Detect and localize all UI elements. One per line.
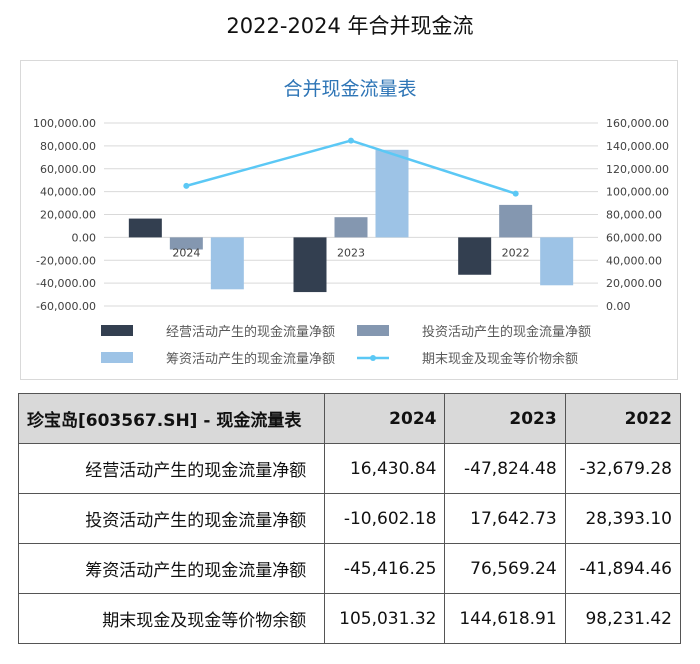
table-header-title: 珍宝岛[603567.SH] - 现金流量表 xyxy=(17,393,326,444)
bar xyxy=(169,237,203,250)
cell-value: -47,824.48 xyxy=(444,443,566,494)
right-axis-tick: 100,000.00 xyxy=(606,186,669,199)
right-axis-tick: 40,000.00 xyxy=(606,254,662,267)
cell-value: 98,231.42 xyxy=(564,593,682,644)
cell-value: 28,393.10 xyxy=(564,493,682,544)
bar xyxy=(499,204,533,238)
right-axis-tick: 60,000.00 xyxy=(606,231,662,244)
legend-label: 投资活动产生的现金流量净额 xyxy=(422,324,591,340)
legend-swatch xyxy=(101,325,133,336)
right-axis-tick: 0.00 xyxy=(606,300,631,313)
line-point xyxy=(348,137,354,144)
cell-value: 144,618.91 xyxy=(444,593,566,644)
legend-label: 经营活动产生的现金流量净额 xyxy=(166,324,335,340)
right-axis-tick: 80,000.00 xyxy=(606,209,662,222)
row-label: 经营活动产生的现金流量净额 xyxy=(17,443,326,494)
cell-value: -32,679.28 xyxy=(564,443,682,494)
left-axis-tick: 60,000.00 xyxy=(40,163,96,176)
table-header-year: 2024 xyxy=(324,393,446,444)
bar xyxy=(540,237,574,286)
legend-label: 期末现金及现金等价物余额 xyxy=(422,351,578,367)
left-axis-tick: 40,000.00 xyxy=(40,186,96,199)
bar xyxy=(458,237,492,275)
bar xyxy=(375,149,409,238)
legend-swatch xyxy=(357,325,389,336)
line-point xyxy=(512,190,519,197)
row-label: 投资活动产生的现金流量净额 xyxy=(17,493,326,544)
bar xyxy=(210,237,244,290)
table-header-year: 2022 xyxy=(564,393,682,444)
line-point xyxy=(183,182,190,189)
right-axis-tick: 20,000.00 xyxy=(606,277,662,290)
cell-value: 105,031.32 xyxy=(324,593,446,644)
cell-value: -45,416.25 xyxy=(324,543,446,594)
chart-container: 合并现金流量表 -60,000.00 -40,000.00 -20,000.00 0.0… xyxy=(20,60,678,380)
bar xyxy=(293,237,327,293)
left-axis-tick: 0.00 xyxy=(72,231,97,244)
left-axis-tick: -60,000.00 xyxy=(36,300,96,313)
table-header-year: 2023 xyxy=(444,393,566,444)
cell-value: 76,569.24 xyxy=(444,543,566,594)
left-axis-tick: -20,000.00 xyxy=(36,254,96,267)
legend-label: 筹资活动产生的现金流量净额 xyxy=(166,351,335,367)
legend-marker xyxy=(370,355,376,361)
row-label: 期末现金及现金等价物余额 xyxy=(17,593,326,644)
right-axis-tick: 120,000.00 xyxy=(606,163,669,176)
category-label: 2024 xyxy=(172,246,200,259)
category-label: 2022 xyxy=(502,246,530,259)
cell-value: 17,642.73 xyxy=(444,493,566,544)
page-title: 2022-2024 年合并现金流 xyxy=(226,14,474,38)
table-row: 筹资活动产生的现金流量净额 -45,416.25 76,569.24 -41,8… xyxy=(17,543,682,594)
table-row: 期末现金及现金等价物余额 105,031.32 144,618.91 98,23… xyxy=(17,593,682,644)
row-label: 筹资活动产生的现金流量净额 xyxy=(17,543,326,594)
right-axis-tick: 140,000.00 xyxy=(606,140,669,153)
cash-flow-table: 珍宝岛[603567.SH] - 现金流量表 2024 2023 2022 经营… xyxy=(17,393,682,644)
left-axis-tick: 80,000.00 xyxy=(40,140,96,153)
legend-swatch xyxy=(101,352,133,363)
cash-flow-chart: 合并现金流量表 -60,000.00 -40,000.00 -20,000.00 0.0… xyxy=(33,78,669,367)
left-axis-tick: 100,000.00 xyxy=(33,117,96,130)
cell-value: -41,894.46 xyxy=(564,543,682,594)
category-label: 2023 xyxy=(337,246,365,259)
left-axis-tick: 20,000.00 xyxy=(40,209,96,222)
cell-value: -10,602.18 xyxy=(324,493,446,544)
left-axis-tick: -40,000.00 xyxy=(36,277,96,290)
right-axis-tick: 160,000.00 xyxy=(606,117,669,130)
table-header-row: 珍宝岛[603567.SH] - 现金流量表 2024 2023 2022 xyxy=(17,393,682,444)
table-row: 经营活动产生的现金流量净额 16,430.84 -47,824.48 -32,6… xyxy=(17,443,682,494)
line-series xyxy=(186,139,517,195)
table-row: 投资活动产生的现金流量净额 -10,602.18 17,642.73 28,39… xyxy=(17,493,682,544)
bar xyxy=(128,218,162,238)
chart-title: 合并现金流量表 xyxy=(283,78,416,100)
cell-value: 16,430.84 xyxy=(324,443,446,494)
bar xyxy=(334,217,368,238)
